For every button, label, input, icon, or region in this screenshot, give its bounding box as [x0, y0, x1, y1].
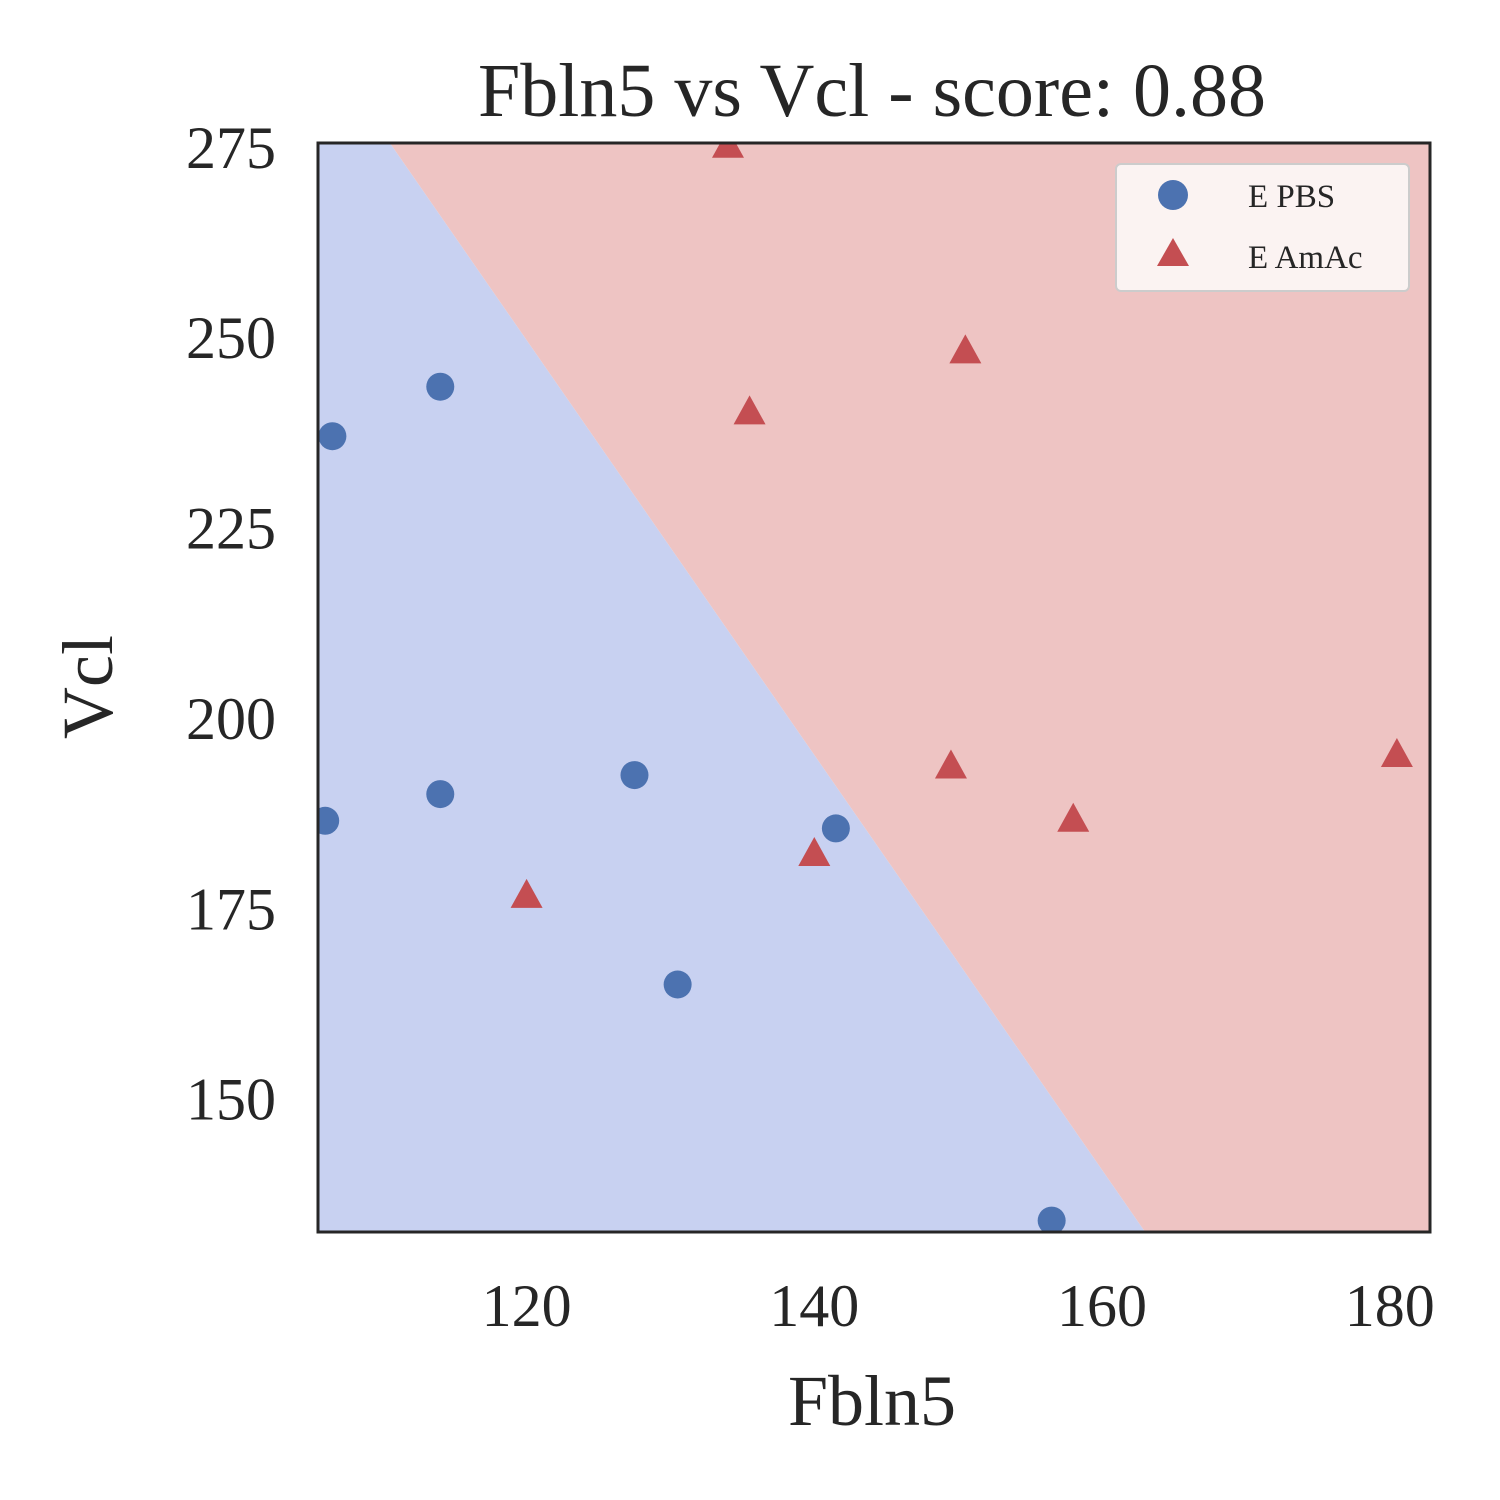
y-tick-label: 250	[186, 305, 276, 371]
y-tick-label: 225	[186, 496, 276, 562]
point-e-pbs	[1037, 1206, 1066, 1232]
point-e-amac	[510, 878, 543, 908]
y-tick-label: 175	[186, 876, 276, 942]
point-e-pbs	[663, 970, 692, 999]
point-e-amac	[1057, 802, 1090, 832]
region-e-pbs	[318, 143, 1146, 1232]
legend-label-e-amac: E AmAc	[1248, 240, 1363, 276]
legend-marker-e-amac	[1157, 238, 1189, 266]
point-e-pbs	[821, 814, 850, 843]
point-e-pbs	[318, 422, 347, 451]
x-axis-label: Fbln5	[788, 1361, 956, 1441]
y-axis-label: Vcl	[48, 635, 128, 739]
x-tick-label: 120	[482, 1273, 572, 1339]
decision-regions	[318, 143, 1430, 1232]
point-e-amac	[711, 143, 744, 158]
legend: E PBS E AmAc	[1115, 163, 1410, 292]
legend-box	[1115, 163, 1410, 292]
point-e-amac	[798, 837, 831, 867]
y-tick-label: 275	[186, 115, 276, 181]
data-points	[318, 143, 1413, 1232]
point-e-pbs	[620, 761, 649, 790]
point-e-pbs	[426, 780, 455, 809]
point-e-amac	[934, 749, 967, 779]
plot-frame	[316, 141, 1432, 1234]
legend-label-e-pbs: E PBS	[1248, 179, 1335, 215]
point-e-amac	[1380, 738, 1413, 768]
x-tick-label: 140	[769, 1273, 859, 1339]
point-e-amac	[733, 395, 766, 425]
point-e-amac	[949, 334, 982, 364]
x-tick-label: 180	[1345, 1273, 1435, 1339]
y-tick-label: 200	[186, 686, 276, 752]
point-e-pbs	[426, 372, 455, 401]
region-e-amac	[389, 143, 1430, 1232]
axis-ticks: 120 140 160 180 150 175 200 225 250 275	[186, 115, 1435, 1339]
x-tick-label: 160	[1057, 1273, 1147, 1339]
chart-title: Fbln5 vs Vcl - score: 0.88	[478, 49, 1266, 133]
legend-marker-e-pbs	[1158, 180, 1188, 210]
point-e-pbs	[318, 806, 340, 835]
y-tick-label: 150	[186, 1067, 276, 1133]
